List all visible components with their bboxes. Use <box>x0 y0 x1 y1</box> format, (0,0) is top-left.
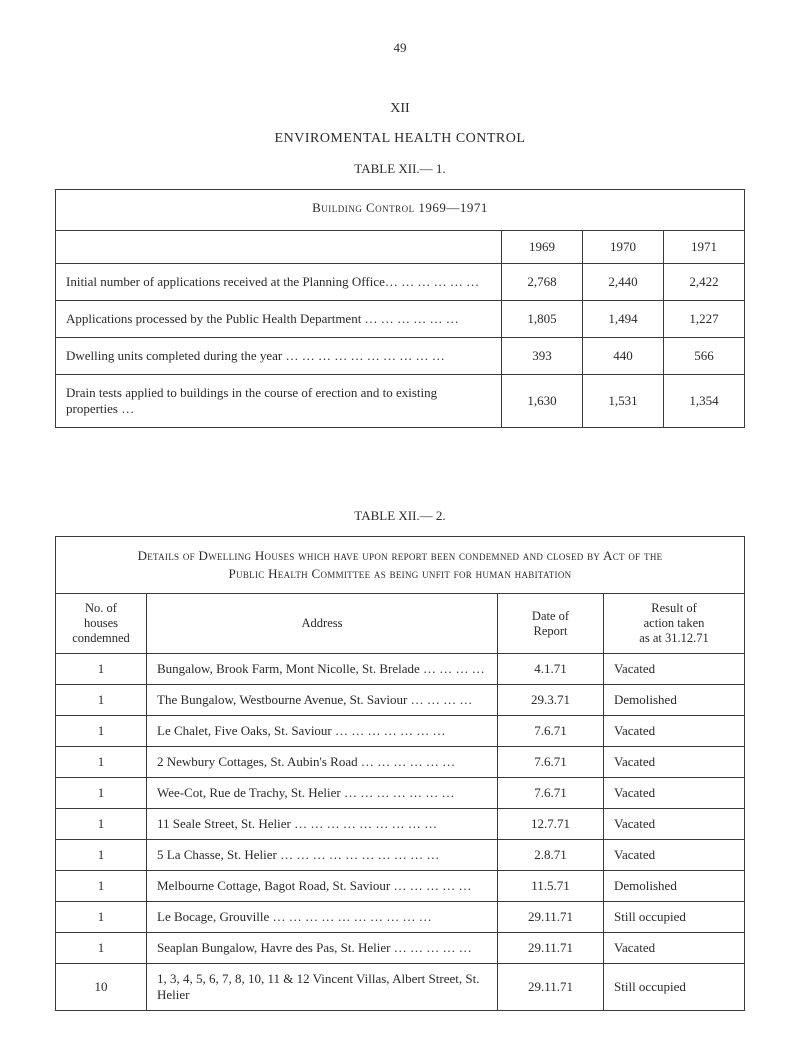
table2-cell-result: Vacated <box>604 840 745 871</box>
table1-row-label: Applications processed by the Public Hea… <box>56 301 502 338</box>
table1: 1969 1970 1971 Initial number of applica… <box>56 230 744 427</box>
table2-cell-no: 1 <box>56 716 147 747</box>
table2-cell-addr: Le Chalet, Five Oaks, St. Saviour … … … … <box>147 716 498 747</box>
table2-cell-date: 2.8.71 <box>498 840 604 871</box>
table1-cell: 2,768 <box>502 264 583 301</box>
table2-row: 10 1, 3, 4, 5, 6, 7, 8, 10, 11 & 12 Vinc… <box>56 964 744 1011</box>
table2-cell-result: Vacated <box>604 747 745 778</box>
table2-cell-result: Vacated <box>604 654 745 685</box>
table2-cell-addr: 2 Newbury Cottages, St. Aubin's Road … …… <box>147 747 498 778</box>
table2-cell-addr: Seaplan Bungalow, Havre des Pas, St. Hel… <box>147 933 498 964</box>
table1-cell: 393 <box>502 338 583 375</box>
table2-cell-date: 12.7.71 <box>498 809 604 840</box>
table2-title-line1: Details of Dwelling Houses which have up… <box>138 548 663 563</box>
table2-row: 1 Bungalow, Brook Farm, Mont Nicolle, St… <box>56 654 744 685</box>
table1-row-label: Initial number of applications received … <box>56 264 502 301</box>
table2-cell-date: 7.6.71 <box>498 716 604 747</box>
table2-cell-date: 7.6.71 <box>498 747 604 778</box>
table2-cell-addr: Le Bocage, Grouville … … … … … … … … … … <box>147 902 498 933</box>
page-number: 49 <box>55 40 745 56</box>
table2-cell-no: 1 <box>56 685 147 716</box>
table2-col-date: Date of Report <box>498 594 604 654</box>
table1-row: Drain tests applied to buildings in the … <box>56 375 744 428</box>
table2-cell-no: 1 <box>56 809 147 840</box>
table1-cell: 2,440 <box>583 264 664 301</box>
table2-cell-date: 29.11.71 <box>498 902 604 933</box>
table2-cell-no: 1 <box>56 747 147 778</box>
table2-cell-result: Demolished <box>604 871 745 902</box>
table2-cell-no: 1 <box>56 933 147 964</box>
table2-cell-addr: Bungalow, Brook Farm, Mont Nicolle, St. … <box>147 654 498 685</box>
table2-cell-addr: 11 Seale Street, St. Helier … … … … … … … <box>147 809 498 840</box>
table2-cell-result: Vacated <box>604 716 745 747</box>
table1-label: TABLE XII.— 1. <box>55 161 745 177</box>
table2-title-line2: Public Health Committee as being unfit f… <box>229 566 572 581</box>
table2-col-no: No. of houses condemned <box>56 594 147 654</box>
table1-cell: 440 <box>583 338 664 375</box>
table2-cell-addr: The Bungalow, Westbourne Avenue, St. Sav… <box>147 685 498 716</box>
table2-row: 1 Seaplan Bungalow, Havre des Pas, St. H… <box>56 933 744 964</box>
table2: No. of houses condemned Address Date of … <box>56 593 744 1010</box>
table1-header-row: 1969 1970 1971 <box>56 231 744 264</box>
table1-cell: 1,630 <box>502 375 583 428</box>
table2-col-result: Result of action taken as at 31.12.71 <box>604 594 745 654</box>
table2-cell-addr: 5 La Chasse, St. Helier … … … … … … … … … <box>147 840 498 871</box>
table2-cell-result: Demolished <box>604 685 745 716</box>
table2-cell-date: 7.6.71 <box>498 778 604 809</box>
table2-label: TABLE XII.— 2. <box>55 508 745 524</box>
table2-row: 1 The Bungalow, Westbourne Avenue, St. S… <box>56 685 744 716</box>
table2-row: 1 Melbourne Cottage, Bagot Road, St. Sav… <box>56 871 744 902</box>
table2-cell-no: 1 <box>56 654 147 685</box>
table2-row: 1 2 Newbury Cottages, St. Aubin's Road …… <box>56 747 744 778</box>
table1-row: Dwelling units completed during the year… <box>56 338 744 375</box>
table2-cell-date: 29.11.71 <box>498 933 604 964</box>
table2-cell-addr: Melbourne Cottage, Bagot Road, St. Savio… <box>147 871 498 902</box>
table1-cell: 2,422 <box>664 264 745 301</box>
table2-header-row: No. of houses condemned Address Date of … <box>56 594 744 654</box>
table2-cell-addr: Wee-Cot, Rue de Trachy, St. Helier … … …… <box>147 778 498 809</box>
table1-blank-header <box>56 231 502 264</box>
table2-cell-date: 11.5.71 <box>498 871 604 902</box>
table1-year-1970: 1970 <box>583 231 664 264</box>
table2-cell-result: Vacated <box>604 778 745 809</box>
table2-cell-date: 4.1.71 <box>498 654 604 685</box>
table2-row: 1 Wee-Cot, Rue de Trachy, St. Helier … …… <box>56 778 744 809</box>
table1-title: Building Control 1969—1971 <box>56 190 744 230</box>
table2-cell-result: Vacated <box>604 809 745 840</box>
table1-cell: 1,494 <box>583 301 664 338</box>
table2-cell-result: Still occupied <box>604 902 745 933</box>
table1-cell: 1,227 <box>664 301 745 338</box>
table2-row: 1 5 La Chasse, St. Helier … … … … … … … … <box>56 840 744 871</box>
table1-container: Building Control 1969—1971 1969 1970 197… <box>55 189 745 428</box>
table1-row: Initial number of applications received … <box>56 264 744 301</box>
table1-row-label: Dwelling units completed during the year… <box>56 338 502 375</box>
table2-row: 1 11 Seale Street, St. Helier … … … … … … <box>56 809 744 840</box>
table2-row: 1 Le Chalet, Five Oaks, St. Saviour … … … <box>56 716 744 747</box>
table1-year-1971: 1971 <box>664 231 745 264</box>
table2-cell-date: 29.3.71 <box>498 685 604 716</box>
table2-title: Details of Dwelling Houses which have up… <box>56 537 744 593</box>
table1-cell: 1,354 <box>664 375 745 428</box>
table1-cell: 1,531 <box>583 375 664 428</box>
table2-cell-date: 29.11.71 <box>498 964 604 1011</box>
table2-container: Details of Dwelling Houses which have up… <box>55 536 745 1011</box>
table2-col-address: Address <box>147 594 498 654</box>
table1-cell: 566 <box>664 338 745 375</box>
table2-cell-no: 10 <box>56 964 147 1011</box>
table2-cell-addr: 1, 3, 4, 5, 6, 7, 8, 10, 11 & 12 Vincent… <box>147 964 498 1011</box>
table2-cell-no: 1 <box>56 871 147 902</box>
table2-cell-no: 1 <box>56 902 147 933</box>
table1-row-label: Drain tests applied to buildings in the … <box>56 375 502 428</box>
table2-cell-no: 1 <box>56 778 147 809</box>
table1-year-1969: 1969 <box>502 231 583 264</box>
section-roman: XII <box>55 101 745 117</box>
table2-cell-result: Vacated <box>604 933 745 964</box>
section-title: ENVIROMENTAL HEALTH CONTROL <box>55 131 745 147</box>
table1-row: Applications processed by the Public Hea… <box>56 301 744 338</box>
table1-cell: 1,805 <box>502 301 583 338</box>
table2-cell-no: 1 <box>56 840 147 871</box>
table2-cell-result: Still occupied <box>604 964 745 1011</box>
table2-row: 1 Le Bocage, Grouville … … … … … … … … …… <box>56 902 744 933</box>
